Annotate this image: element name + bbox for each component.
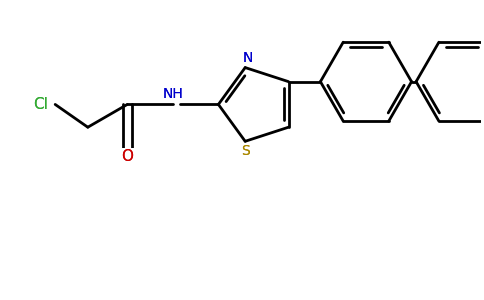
Text: O: O: [121, 149, 133, 164]
Text: N: N: [242, 50, 253, 64]
Text: N: N: [242, 50, 253, 64]
Text: S: S: [241, 144, 250, 158]
Text: Cl: Cl: [33, 97, 48, 112]
Text: NH: NH: [163, 87, 183, 101]
Text: N: N: [242, 50, 253, 64]
Text: S: S: [241, 144, 250, 158]
Text: Cl: Cl: [33, 97, 48, 112]
Text: O: O: [121, 149, 133, 164]
Text: NH: NH: [163, 87, 183, 101]
Text: O: O: [121, 149, 133, 164]
Text: NH: NH: [163, 87, 183, 101]
Text: S: S: [241, 144, 250, 158]
Text: Cl: Cl: [33, 97, 48, 112]
